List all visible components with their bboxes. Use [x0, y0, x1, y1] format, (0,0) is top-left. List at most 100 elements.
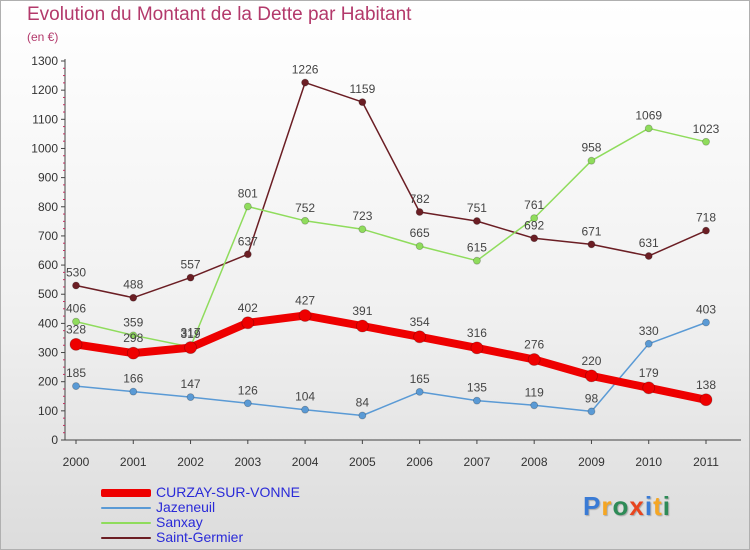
x-tick-label: 2003 [234, 455, 261, 469]
y-tick-label: 1200 [31, 83, 58, 97]
y-tick-label: 200 [38, 375, 58, 389]
data-label-saint-germier: 692 [524, 218, 544, 232]
data-point-sanxay [72, 317, 80, 326]
data-point-jazeneuil [415, 387, 424, 396]
legend-label: Jazeneuil [156, 499, 216, 515]
data-point-curzay-sur-vonne [470, 341, 484, 355]
data-label-sanxay: 958 [581, 141, 601, 155]
data-point-sanxay [358, 225, 367, 234]
data-point-curzay-sur-vonne [241, 316, 255, 330]
y-tick-label: 300 [38, 346, 58, 360]
x-tick-label: 2006 [406, 455, 433, 469]
data-label-curzay-sur-vonne: 276 [524, 338, 544, 352]
data-point-saint-germier [243, 250, 252, 259]
data-label-curzay-sur-vonne: 179 [639, 366, 659, 380]
x-tick-label: 2005 [349, 455, 376, 469]
data-point-curzay-sur-vonne [298, 309, 312, 322]
data-point-jazeneuil [702, 318, 710, 327]
data-label-curzay-sur-vonne: 354 [410, 315, 430, 329]
data-point-sanxay [129, 331, 138, 340]
x-tick-label: 2009 [578, 455, 605, 469]
y-tick-label: 0 [51, 433, 58, 447]
x-tick-label: 2001 [120, 455, 147, 469]
data-point-jazeneuil [129, 387, 138, 396]
data-label-sanxay: 406 [66, 302, 86, 316]
data-label-curzay-sur-vonne: 298 [123, 331, 143, 345]
series-line-saint-germier [75, 81, 707, 299]
data-label-saint-germier: 631 [639, 236, 659, 250]
data-label-curzay-sur-vonne: 427 [295, 294, 315, 308]
data-label-curzay-sur-vonne: 220 [581, 354, 601, 368]
x-tick-label: 2007 [464, 455, 491, 469]
legend-label: Saint-Germier [156, 529, 244, 545]
data-point-jazeneuil [473, 396, 481, 405]
data-label-saint-germier: 671 [581, 224, 601, 238]
data-label-sanxay: 1023 [693, 122, 720, 136]
data-point-jazeneuil [301, 405, 309, 414]
y-tick-label: 400 [38, 316, 58, 330]
y-tick-label: 100 [38, 404, 58, 418]
data-point-sanxay [587, 156, 596, 165]
y-tick-label: 700 [38, 229, 58, 243]
data-label-saint-germier: 718 [696, 211, 716, 225]
data-label-jazeneuil: 166 [123, 372, 143, 386]
x-tick-label: 2004 [292, 455, 319, 469]
data-label-saint-germier: 488 [123, 278, 143, 292]
legend-item-saint-germier: Saint-Germier [101, 530, 300, 545]
legend-item-sanxay: Sanxay [101, 515, 300, 530]
data-point-sanxay [243, 202, 252, 211]
data-point-curzay-sur-vonne [413, 330, 427, 344]
x-tick-label: 2011 [693, 455, 719, 469]
data-point-jazeneuil [186, 393, 195, 402]
data-point-saint-germier [644, 252, 653, 260]
y-tick-label: 1300 [31, 54, 58, 68]
data-point-curzay-sur-vonne [69, 337, 83, 351]
data-point-saint-germier [702, 226, 710, 235]
data-label-jazeneuil: 135 [467, 381, 487, 395]
y-tick-label: 800 [38, 200, 58, 214]
y-tick-label: 1100 [32, 112, 58, 126]
data-point-saint-germier [415, 208, 424, 216]
data-label-jazeneuil: 165 [410, 372, 430, 386]
data-label-jazeneuil: 330 [639, 324, 659, 338]
data-label-jazeneuil: 98 [585, 391, 599, 405]
legend-item-curzay-sur-vonne: CURZAY-SUR-VONNE [101, 485, 300, 500]
data-label-saint-germier: 1159 [349, 82, 375, 96]
data-point-saint-germier [587, 240, 596, 249]
data-label-sanxay: 723 [352, 209, 372, 223]
data-labels-layer: 530 488 557 637 1226 1159 782 751 692 671 631 718 40… [66, 63, 720, 410]
y-tick-label: 600 [38, 258, 58, 272]
data-label-sanxay: 319 [181, 327, 201, 341]
data-label-curzay-sur-vonne: 402 [238, 301, 258, 315]
x-tick-label: 2008 [521, 455, 548, 469]
data-label-curzay-sur-vonne: 391 [352, 304, 372, 318]
y-tick-label: 900 [38, 171, 58, 185]
data-label-jazeneuil: 403 [696, 303, 716, 317]
data-label-jazeneuil: 185 [66, 366, 86, 380]
data-label-sanxay: 761 [524, 198, 544, 212]
data-label-sanxay: 801 [238, 186, 258, 200]
series-line-curzay-sur-vonne [72, 311, 710, 404]
proxiti-logo: Proxiti [583, 491, 671, 521]
data-point-saint-germier [72, 281, 80, 290]
data-point-curzay-sur-vonne [585, 369, 598, 383]
data-point-jazeneuil [243, 399, 252, 408]
x-tick-label: 2010 [635, 455, 662, 469]
y-tick-label: 500 [38, 287, 58, 301]
data-point-sanxay [473, 256, 481, 265]
data-label-curzay-sur-vonne: 138 [696, 378, 716, 392]
chart-title: Evolution du Montant de la Dette par Hab… [27, 4, 412, 25]
data-label-saint-germier: 557 [181, 258, 201, 272]
legend: CURZAY-SUR-VONNE Jazeneuil Sanxay Saint-Ger… [101, 485, 300, 545]
data-point-curzay-sur-vonne [126, 346, 140, 360]
data-label-saint-germier: 637 [238, 234, 258, 248]
data-point-sanxay [702, 137, 710, 146]
legend-label: CURZAY-SUR-VONNE [156, 484, 300, 500]
data-point-saint-germier [530, 234, 539, 243]
data-label-sanxay: 752 [295, 201, 315, 215]
series-line-sanxay [75, 127, 707, 348]
legend-swatch [101, 521, 151, 524]
data-label-saint-germier: 751 [467, 201, 487, 215]
